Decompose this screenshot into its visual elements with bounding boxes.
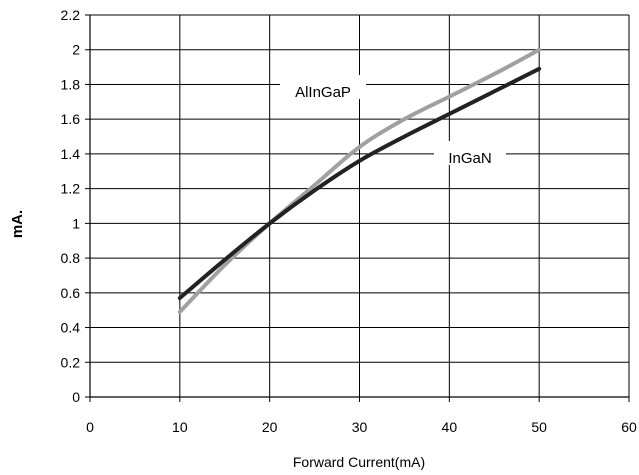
x-tick-label: 20 [262, 419, 278, 435]
x-tick-label: 50 [531, 419, 547, 435]
series-label-alingap: AlInGaP [295, 84, 351, 101]
series-labels: AlInGaP InGaN [280, 75, 506, 167]
y-tick-label: 0.8 [61, 250, 81, 266]
x-tick-label: 10 [172, 419, 188, 435]
y-tick-label: 2.2 [61, 7, 81, 23]
y-tick-label: 1.8 [61, 76, 81, 92]
series-lines [177, 47, 542, 314]
y-tick-label: 0 [72, 389, 80, 405]
y-tick-label: 0.6 [61, 285, 81, 301]
x-tick-label: 0 [86, 419, 94, 435]
y-tick-label: 1.4 [61, 146, 81, 162]
x-axis-label: Forward Current(mA) [293, 454, 425, 470]
series-label-ingan: InGaN [448, 150, 491, 167]
series-label-bg-alingap [280, 75, 366, 99]
y-tick-label: 1 [72, 215, 80, 231]
x-tick-label: 30 [352, 419, 368, 435]
series-line-ingan [177, 66, 542, 301]
grid [90, 14, 630, 397]
series-label-bg-ingan [434, 141, 506, 165]
y-axis-label: mA. [9, 210, 26, 238]
tick-labels: 0 0.2 0.4 0.6 0.8 1 1.2 1.4 1.6 1.8 2 2.2 0 10 20 30 40 5… [61, 7, 637, 435]
y-tick-label: 0.2 [61, 354, 81, 370]
axes [85, 14, 630, 402]
x-tick-label: 40 [442, 419, 458, 435]
series-line-alingap [177, 47, 542, 314]
y-tick-label: 2 [72, 42, 80, 58]
y-tick-label: 1.6 [61, 111, 81, 127]
y-tick-label: 1.2 [61, 181, 81, 197]
y-tick-label: 0.4 [61, 320, 81, 336]
x-tick-label: 60 [621, 419, 637, 435]
